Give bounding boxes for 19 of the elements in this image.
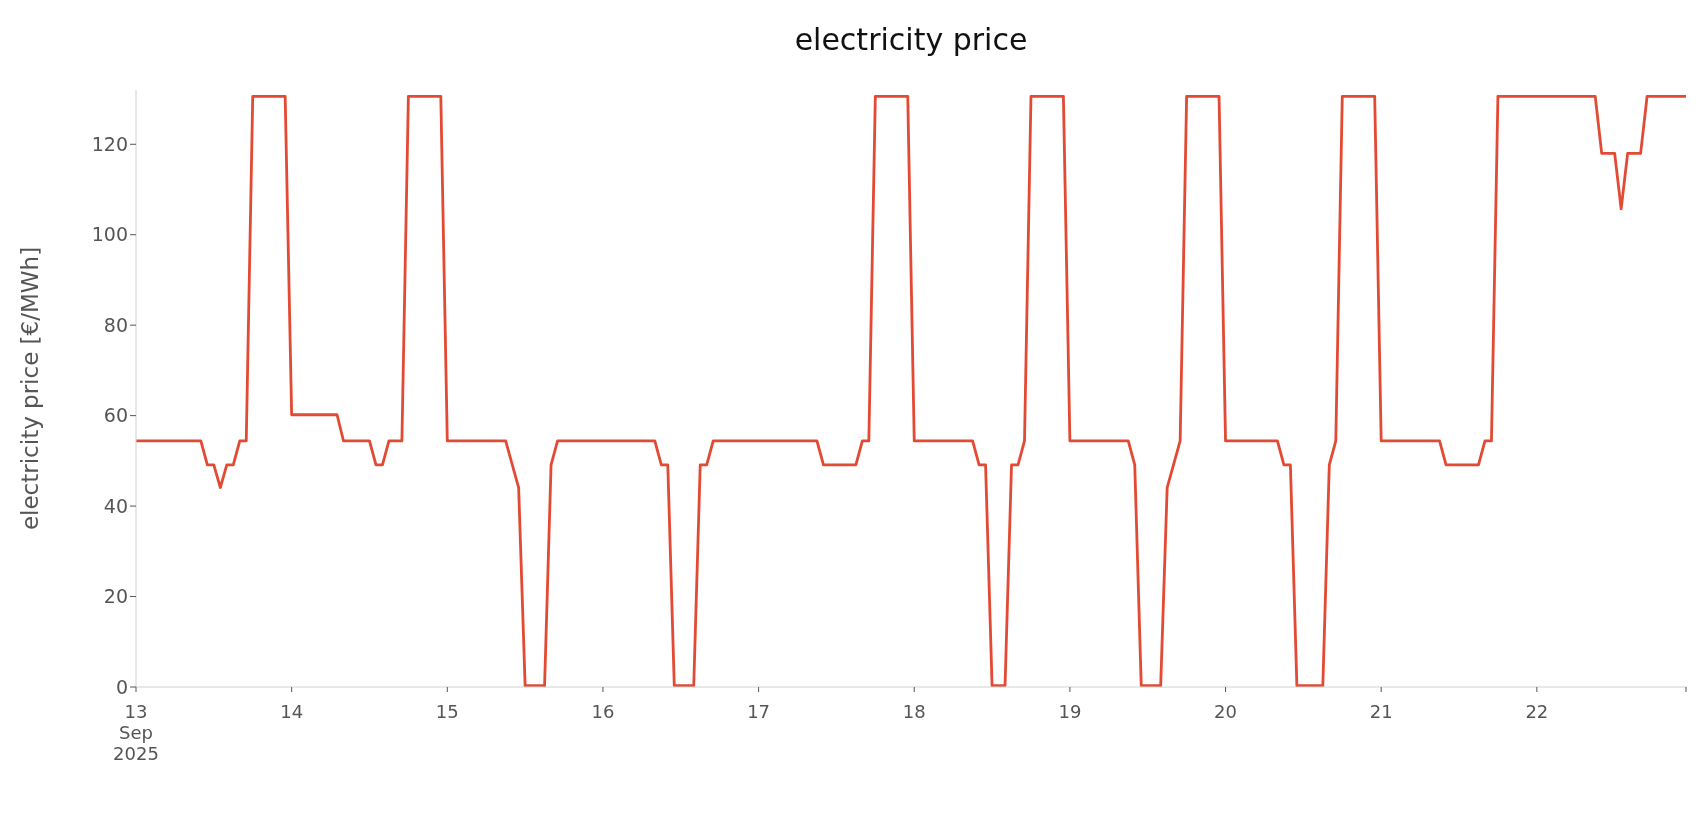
x-tick-label: 22 — [1525, 701, 1549, 723]
x-tick-label: 18 — [902, 701, 926, 723]
y-tick-label: 40 — [103, 494, 128, 517]
y-tick-label: 80 — [103, 313, 128, 336]
x-tick-label: 17 — [747, 701, 771, 723]
x-tick-label: 20 — [1214, 701, 1237, 723]
y-axis-title: electricity price [€/MWh] — [17, 246, 44, 531]
x-tick-label: 14 — [280, 701, 304, 723]
x-tick-label: 21 — [1369, 701, 1393, 723]
x-tick-label: 19 — [1058, 701, 1082, 723]
y-tick-label: 120 — [91, 133, 128, 156]
y-tick-label: 60 — [103, 404, 128, 427]
y-tick-label: 20 — [103, 585, 128, 608]
y-tick-label: 0 — [115, 675, 128, 698]
y-tick-label: 100 — [91, 223, 128, 246]
x-tick-label: 13 Sep 2025 — [113, 701, 159, 764]
x-tick-label: 15 — [435, 701, 459, 723]
chart-title: electricity price — [793, 22, 1029, 57]
x-tick-label: 16 — [591, 701, 615, 723]
